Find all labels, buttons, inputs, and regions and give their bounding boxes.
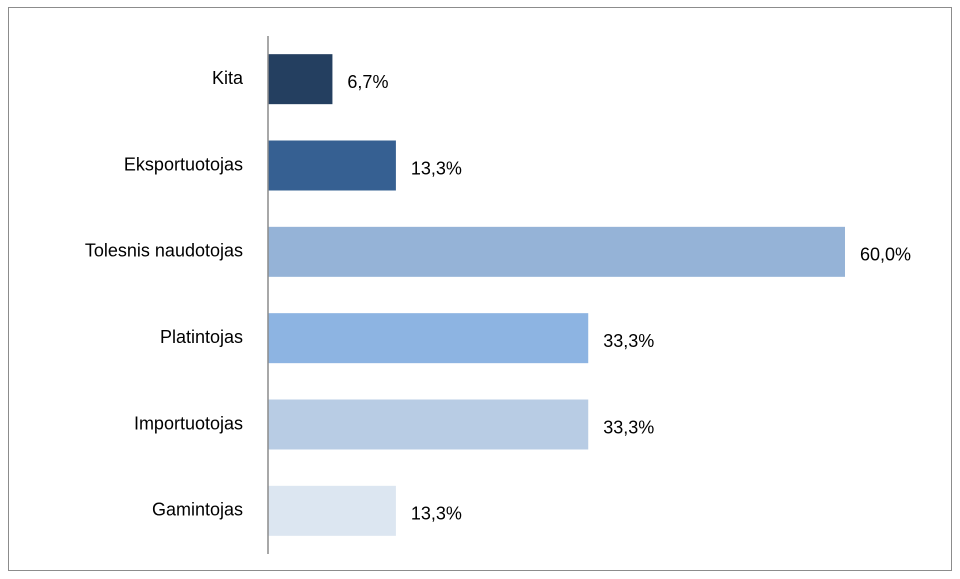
bar <box>268 313 589 364</box>
bar <box>268 140 396 191</box>
y-tick-label: Eksportuotojas <box>124 154 243 174</box>
data-label: 6,7% <box>347 72 388 92</box>
data-label: 13,3% <box>411 158 462 178</box>
y-tick-label: Importuotojas <box>134 413 243 433</box>
data-label: 33,3% <box>603 331 654 351</box>
bar <box>268 54 333 105</box>
data-label: 33,3% <box>603 417 654 437</box>
y-tick-label: Tolesnis naudotojas <box>85 241 243 261</box>
data-label: 13,3% <box>411 504 462 524</box>
bar <box>268 485 396 536</box>
bar <box>268 226 845 277</box>
data-label: 60,0% <box>860 245 911 265</box>
y-tick-label: Platintojas <box>160 327 243 347</box>
y-tick-label: Kita <box>212 68 244 88</box>
y-tick-label: Gamintojas <box>152 500 243 520</box>
chart-frame <box>8 7 952 571</box>
bar <box>268 399 589 450</box>
